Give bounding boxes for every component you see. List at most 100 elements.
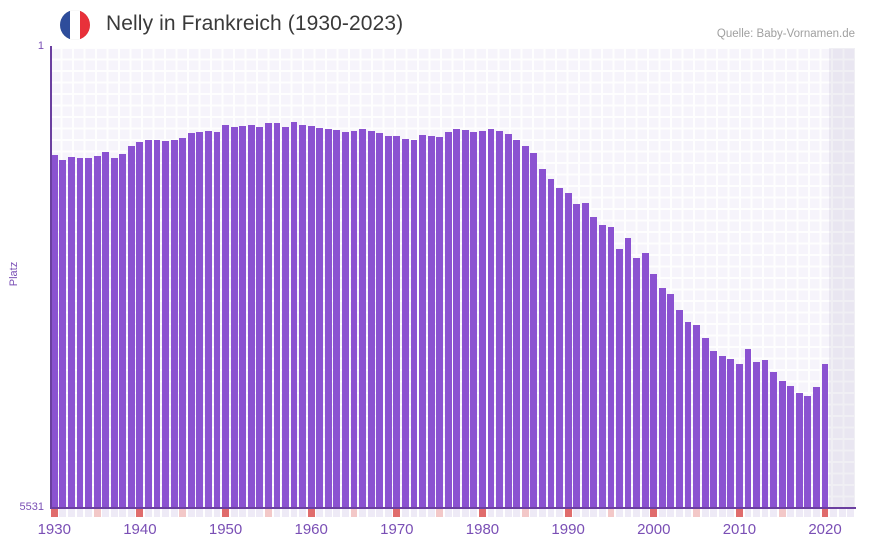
bar-1994[interactable] [598,225,606,508]
bar-1959[interactable] [299,125,307,508]
bar-2001[interactable] [658,287,666,508]
bar-2020[interactable] [821,364,829,508]
bar-2018[interactable] [804,395,812,508]
bar-1939[interactable] [127,145,135,508]
bar-1955[interactable] [264,122,272,508]
bar-1984[interactable] [513,139,521,508]
bar-1968[interactable] [376,132,384,508]
bar-1942[interactable] [153,139,161,508]
bar-1951[interactable] [230,127,238,508]
bar-2006[interactable] [701,338,709,508]
bar-1971[interactable] [401,138,409,508]
bar-1949[interactable] [213,131,221,508]
bar-2004[interactable] [684,321,692,508]
bar-1965[interactable] [350,130,358,508]
bar-1977[interactable] [453,129,461,508]
bar-1938[interactable] [119,153,127,508]
x-tick-1944 [170,509,178,517]
bar-1954[interactable] [256,127,264,508]
bar-1980[interactable] [479,130,486,508]
bar-1930[interactable] [50,154,58,508]
bar-1947[interactable] [196,131,204,508]
x-tick-1980 [479,509,486,517]
bar-1935[interactable] [93,156,101,508]
bar-1978[interactable] [461,130,469,508]
bar-1940[interactable] [136,141,144,508]
bar-2007[interactable] [710,350,718,508]
bar-1999[interactable] [641,253,649,508]
bar-1997[interactable] [624,237,632,508]
bar-1972[interactable] [410,139,418,508]
bar-1987[interactable] [538,168,546,508]
bar-1958[interactable] [290,121,298,508]
bar-1950[interactable] [222,125,229,508]
chart-header: Nelly in Frankreich (1930-2023) Quelle: … [0,0,873,46]
bar-1963[interactable] [333,130,341,508]
bar-1948[interactable] [205,130,212,508]
bar-1956[interactable] [273,123,281,508]
bar-1969[interactable] [384,135,392,508]
bar-1985[interactable] [521,145,529,508]
x-tick-1942 [153,509,161,517]
bar-1979[interactable] [470,131,478,508]
bar-1982[interactable] [496,130,504,508]
bar-1941[interactable] [145,140,152,508]
bar-1932[interactable] [67,157,75,508]
bar-1934[interactable] [85,158,92,508]
bar-1992[interactable] [581,203,589,508]
bar-2014[interactable] [770,371,778,508]
bar-1962[interactable] [324,128,332,508]
bar-1933[interactable] [76,157,84,508]
bar-1988[interactable] [547,178,555,508]
bar-1964[interactable] [342,131,349,508]
x-tick-1987 [538,509,546,517]
bar-1995[interactable] [607,226,615,508]
bar-2017[interactable] [795,392,803,508]
bar-1946[interactable] [187,132,195,508]
y-axis-line [50,46,52,509]
x-axis-label-1980: 1980 [465,521,500,538]
bar-1944[interactable] [170,139,178,508]
bar-2008[interactable] [718,355,726,508]
bar-1967[interactable] [367,130,375,508]
bar-1981[interactable] [487,128,495,508]
bar-1943[interactable] [162,140,170,508]
bar-1990[interactable] [564,192,572,508]
bar-1952[interactable] [239,126,247,508]
bar-1931[interactable] [59,160,67,508]
bar-2013[interactable] [761,360,769,508]
bar-2015[interactable] [778,380,786,508]
bar-2011[interactable] [744,349,752,508]
bar-1983[interactable] [504,134,512,508]
bar-1996[interactable] [616,249,623,508]
bar-1970[interactable] [393,135,401,508]
bar-1975[interactable] [436,136,444,508]
bar-1961[interactable] [316,127,324,508]
bar-1998[interactable] [633,258,641,508]
bar-1966[interactable] [359,129,366,508]
bar-1993[interactable] [590,216,598,508]
bar-2005[interactable] [693,324,700,508]
bar-2002[interactable] [667,293,675,508]
bar-1976[interactable] [444,131,452,508]
bar-2009[interactable] [727,358,735,508]
bar-1973[interactable] [419,135,426,508]
x-tick-1975 [436,509,444,517]
bar-1986[interactable] [530,152,538,508]
bar-2019[interactable] [813,387,820,508]
bar-1957[interactable] [282,127,289,508]
bar-2003[interactable] [676,310,683,508]
bar-1945[interactable] [179,137,187,508]
bar-2000[interactable] [650,274,658,508]
bar-2012[interactable] [753,362,760,508]
bar-1953[interactable] [247,125,255,508]
bar-1974[interactable] [427,135,435,508]
bar-1991[interactable] [573,204,581,508]
bar-1937[interactable] [110,157,118,508]
bar-2016[interactable] [787,385,795,508]
x-tick-1947 [196,509,204,517]
bar-2010[interactable] [735,364,743,508]
bar-1960[interactable] [307,126,315,508]
bar-1989[interactable] [556,187,563,508]
bar-1936[interactable] [102,151,110,508]
